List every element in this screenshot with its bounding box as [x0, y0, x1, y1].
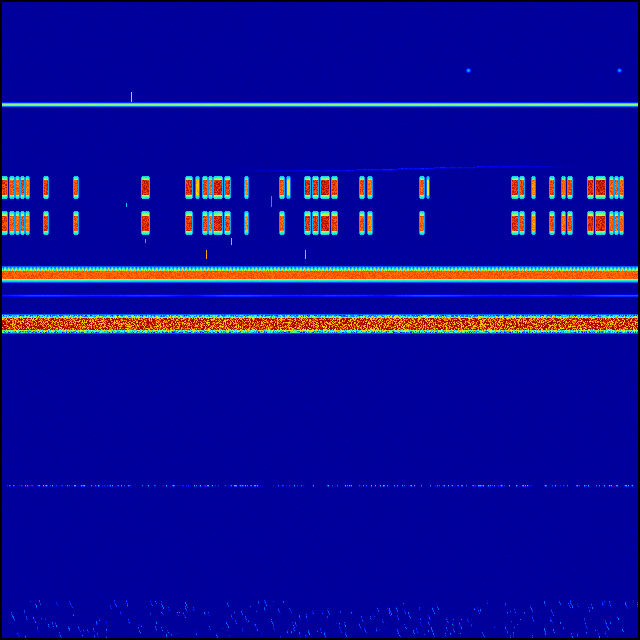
spectrogram-view: [0, 0, 640, 640]
spectrogram-heatmap-canvas: [0, 0, 640, 640]
